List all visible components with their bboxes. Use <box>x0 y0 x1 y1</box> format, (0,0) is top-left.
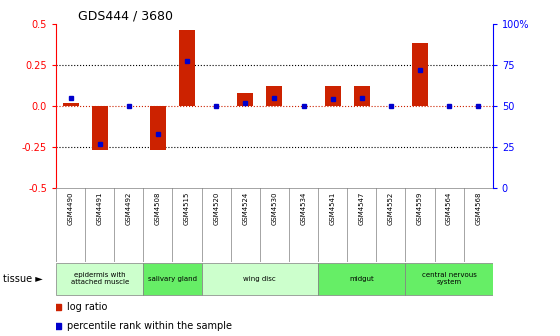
Text: GSM4534: GSM4534 <box>301 192 306 225</box>
Text: GSM4552: GSM4552 <box>388 192 394 225</box>
Text: tissue ►: tissue ► <box>3 274 43 284</box>
Text: GSM4520: GSM4520 <box>213 192 219 225</box>
Text: GSM4515: GSM4515 <box>184 192 190 225</box>
Text: GSM4524: GSM4524 <box>242 192 248 225</box>
Text: GSM4491: GSM4491 <box>97 192 102 225</box>
Text: midgut: midgut <box>349 276 374 282</box>
Text: GSM4568: GSM4568 <box>475 192 481 225</box>
Text: GSM4564: GSM4564 <box>446 192 452 225</box>
FancyBboxPatch shape <box>318 263 405 295</box>
Text: GSM4508: GSM4508 <box>155 192 161 225</box>
Text: GDS444 / 3680: GDS444 / 3680 <box>78 9 173 23</box>
Text: GSM4492: GSM4492 <box>126 192 132 225</box>
Bar <box>325 86 340 106</box>
Text: GSM4541: GSM4541 <box>330 192 335 225</box>
FancyBboxPatch shape <box>405 263 493 295</box>
Bar <box>150 106 166 150</box>
Text: epidermis with
attached muscle: epidermis with attached muscle <box>71 272 129 285</box>
Text: GSM4490: GSM4490 <box>68 192 73 225</box>
FancyBboxPatch shape <box>56 263 143 295</box>
Text: wing disc: wing disc <box>244 276 276 282</box>
Text: GSM4547: GSM4547 <box>359 192 365 225</box>
Bar <box>63 102 78 106</box>
FancyBboxPatch shape <box>143 263 202 295</box>
Bar <box>92 106 108 150</box>
Text: percentile rank within the sample: percentile rank within the sample <box>67 321 232 331</box>
Text: GSM4530: GSM4530 <box>272 192 277 225</box>
Bar <box>237 93 253 106</box>
Text: GSM4559: GSM4559 <box>417 192 423 225</box>
Text: central nervous
system: central nervous system <box>422 272 477 285</box>
Bar <box>354 86 370 106</box>
Text: log ratio: log ratio <box>67 302 108 312</box>
Bar <box>412 43 428 106</box>
FancyBboxPatch shape <box>202 263 318 295</box>
Bar <box>267 86 282 106</box>
Bar <box>179 30 195 106</box>
Text: salivary gland: salivary gland <box>148 276 197 282</box>
